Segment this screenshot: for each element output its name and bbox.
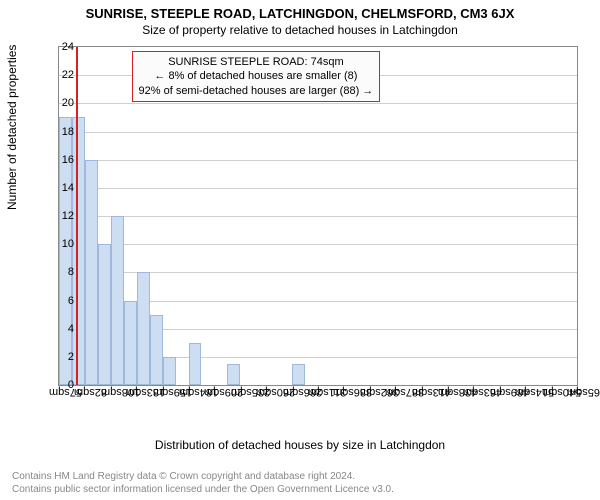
- y-axis-label: Number of detached properties: [5, 45, 19, 210]
- histogram-bar: [124, 301, 137, 386]
- y-tick-label: 2: [50, 351, 74, 363]
- annotation-line-3: 92% of semi-detached houses are larger (…: [139, 84, 374, 98]
- y-tick-label: 12: [50, 210, 74, 222]
- y-tick-label: 14: [50, 182, 74, 194]
- footer: Contains HM Land Registry data © Crown c…: [12, 470, 394, 496]
- footer-line-1: Contains HM Land Registry data © Crown c…: [12, 470, 394, 483]
- gridline: [59, 216, 577, 217]
- y-tick-label: 8: [50, 266, 74, 278]
- annotation-line-1: SUNRISE STEEPLE ROAD: 74sqm: [139, 55, 374, 69]
- gridline: [59, 132, 577, 133]
- histogram-bar: [111, 216, 124, 385]
- y-tick-label: 24: [50, 41, 74, 53]
- footer-line-2: Contains public sector information licen…: [12, 483, 394, 496]
- histogram-bar: [189, 343, 202, 385]
- y-tick-label: 20: [50, 97, 74, 109]
- gridline: [59, 188, 577, 189]
- histogram-bar: [85, 160, 98, 385]
- histogram-bar: [150, 315, 163, 385]
- histogram-bar: [227, 364, 240, 385]
- y-tick-label: 18: [50, 126, 74, 138]
- histogram-bar: [163, 357, 176, 385]
- y-tick-label: 6: [50, 295, 74, 307]
- x-axis-label: Distribution of detached houses by size …: [0, 438, 600, 452]
- page-title: SUNRISE, STEEPLE ROAD, LATCHINGDON, CHEL…: [0, 0, 600, 21]
- gridline: [59, 160, 577, 161]
- property-marker-line: [76, 47, 78, 385]
- gridline: [59, 244, 577, 245]
- plot-region: SUNRISE STEEPLE ROAD: 74sqm← 8% of detac…: [58, 46, 578, 386]
- chart-area: SUNRISE STEEPLE ROAD: 74sqm← 8% of detac…: [58, 46, 578, 416]
- y-tick-label: 10: [50, 238, 74, 250]
- annotation-line-2: ← 8% of detached houses are smaller (8): [139, 69, 374, 83]
- y-tick-label: 0: [50, 379, 74, 391]
- gridline: [59, 103, 577, 104]
- y-tick-label: 4: [50, 323, 74, 335]
- histogram-bar: [98, 244, 111, 385]
- histogram-bar: [292, 364, 305, 385]
- histogram-bar: [137, 272, 150, 385]
- y-tick-label: 22: [50, 69, 74, 81]
- y-tick-label: 16: [50, 154, 74, 166]
- page-subtitle: Size of property relative to detached ho…: [0, 21, 600, 37]
- annotation-box: SUNRISE STEEPLE ROAD: 74sqm← 8% of detac…: [132, 51, 381, 102]
